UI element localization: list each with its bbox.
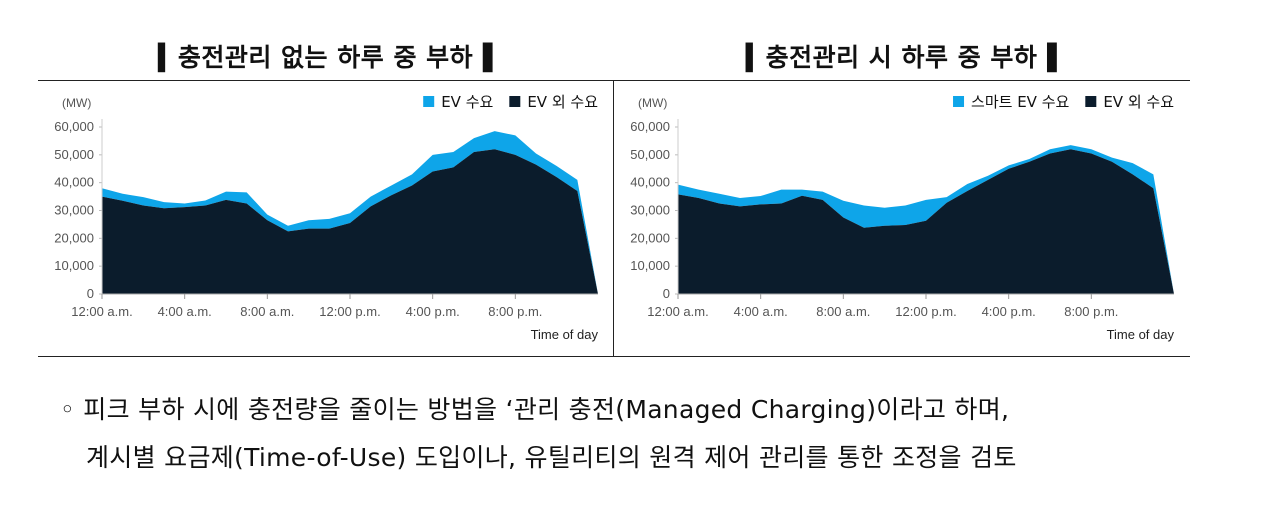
left-chart: (MW) 0 10,000 20,000 30,000 40,000 50,000 60,00… <box>38 82 613 354</box>
right-ytick-label: 60,000 <box>630 119 670 134</box>
left-xtick-label: 8:00 a.m. <box>240 304 294 319</box>
left-chart-svg: (MW) 0 10,000 20,000 30,000 40,000 50,000 60,00… <box>54 93 599 342</box>
table-bottom-rule <box>38 356 1190 357</box>
note-line-2: 계시별 요금제(Time-of-Use) 도입이나, 유틸리티의 원격 제어 관… <box>86 443 1017 472</box>
right-xtick-label: 4:00 a.m. <box>734 304 788 319</box>
right-legend-label: EV 외 수요 <box>1103 93 1174 111</box>
left-legend: EV 수요 EV 외 수요 <box>423 93 598 111</box>
right-ytick-label: 40,000 <box>630 175 670 190</box>
left-xtick-label: 12:00 p.m. <box>319 304 380 319</box>
left-ytick-label: 10,000 <box>54 258 94 273</box>
left-ytick-label: 60,000 <box>54 119 94 134</box>
right-x-axis-title: Time of day <box>1107 327 1175 342</box>
left-ytick-label: 40,000 <box>54 175 94 190</box>
right-xtick-label: 12:00 a.m. <box>647 304 708 319</box>
left-legend-swatch <box>509 96 521 107</box>
note-line-1: ◦ 피크 부하 시에 충전량을 줄이는 방법을 ‘관리 충전(Managed C… <box>60 395 1010 424</box>
right-ytick-label: 20,000 <box>630 230 670 245</box>
left-legend-label: EV 수요 <box>441 93 493 111</box>
right-xtick-label: 12:00 p.m. <box>895 304 956 319</box>
left-ytick-label: 50,000 <box>54 147 94 162</box>
right-series-non-ev-area <box>678 149 1174 294</box>
right-legend-swatch <box>1085 96 1097 107</box>
panel-divider <box>613 80 614 356</box>
right-chart-title: ▍충전관리 시 하루 중 부하▐ <box>745 43 1058 72</box>
right-xtick-label: 8:00 p.m. <box>1064 304 1118 319</box>
left-legend-swatch <box>423 96 435 107</box>
right-ytick-label: 10,000 <box>630 258 670 273</box>
left-x-axis-title: Time of day <box>531 327 599 342</box>
left-xtick-label: 4:00 a.m. <box>158 304 212 319</box>
left-series-non-ev-area <box>102 149 598 294</box>
right-ytick-label: 30,000 <box>630 203 670 218</box>
right-ytick-label: 0 <box>663 286 670 301</box>
right-xtick-label: 8:00 a.m. <box>816 304 870 319</box>
right-chart-svg: (MW) 0 10,000 20,000 30,000 40,000 50,000 60,00… <box>630 93 1175 342</box>
right-legend-label: 스마트 EV 수요 <box>971 93 1069 111</box>
left-ytick-label: 20,000 <box>54 230 94 245</box>
left-chart-title: ▍충전관리 없는 하루 중 부하▐ <box>158 43 493 72</box>
right-chart: (MW) 0 10,000 20,000 30,000 40,000 50,000 60,00… <box>614 82 1189 354</box>
left-xtick-label: 12:00 a.m. <box>71 304 132 319</box>
right-series-ev-area <box>678 145 1174 294</box>
left-unit-label: (MW) <box>62 96 91 110</box>
left-legend-label: EV 외 수요 <box>527 93 598 111</box>
right-unit-label: (MW) <box>638 96 667 110</box>
left-ytick-label: 0 <box>87 286 94 301</box>
left-ytick-label: 30,000 <box>54 203 94 218</box>
right-legend-swatch <box>953 96 965 107</box>
right-ytick-label: 50,000 <box>630 147 670 162</box>
right-legend: 스마트 EV 수요 EV 외 수요 <box>953 93 1174 111</box>
right-xtick-label: 4:00 p.m. <box>982 304 1036 319</box>
left-xtick-label: 8:00 p.m. <box>488 304 542 319</box>
table-top-rule <box>38 80 1190 81</box>
left-xtick-label: 4:00 p.m. <box>406 304 460 319</box>
